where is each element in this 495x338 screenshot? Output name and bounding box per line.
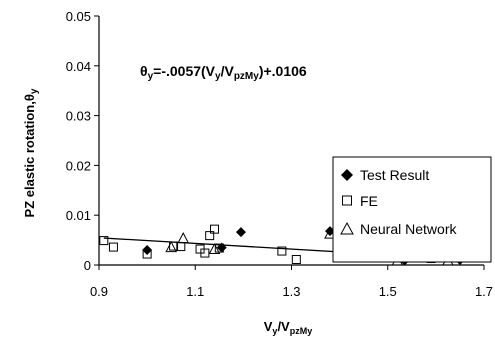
x-tick-label: 0.9	[90, 284, 108, 299]
legend-label: Test Result	[360, 167, 429, 183]
fe-point	[291, 255, 301, 265]
fe-point	[200, 248, 210, 258]
neural-network-point	[208, 242, 221, 255]
fe-point	[205, 231, 215, 241]
y-tick-label: 0.05	[66, 9, 91, 24]
fe-point	[99, 236, 109, 246]
x-tick-label: 1.1	[186, 284, 204, 299]
legend-diamond-icon	[341, 169, 353, 181]
x-axis-title: Vy/VpzMy	[264, 319, 312, 336]
test-result-point	[235, 227, 246, 238]
trendline-equation: θy=-.0057(Vy/VpzMy)+.0106	[140, 63, 307, 82]
legend-triangle-icon	[340, 221, 354, 235]
legend-item-fe: FE	[342, 193, 378, 209]
y-tick-label: 0.03	[66, 109, 91, 124]
y-axis-ticks: 0 0.01 0.02 0.03 0.04 0.05	[66, 9, 99, 273]
y-tick-label: 0	[84, 258, 91, 273]
fe-point	[142, 249, 152, 259]
legend-label: Neural Network	[360, 221, 457, 237]
x-tick-label: 1.3	[282, 284, 300, 299]
legend-item-neural-network: Neural Network	[340, 221, 457, 237]
test-result-point	[216, 242, 227, 253]
y-tick-label: 0.04	[66, 59, 91, 74]
legend-square-icon	[342, 195, 352, 206]
legend-box	[332, 156, 492, 263]
fe-point	[277, 246, 287, 256]
fe-point	[214, 243, 224, 253]
legend-item-test-result: Test Result	[341, 167, 429, 183]
y-tick-label: 0.02	[66, 158, 91, 173]
x-axis-ticks: 0.9 1.1 1.3 1.5 1.7	[90, 265, 493, 299]
neural-network-point	[177, 232, 190, 244]
plot-area: 0 0.01 0.02 0.03 0.04 0.05 0.9 1.1 1.3 1.5 1.7	[66, 9, 493, 299]
neural-network-point	[165, 240, 178, 253]
y-axis-title: PZ elastic rotation,θy	[22, 88, 40, 217]
legend-label: FE	[360, 193, 378, 209]
fe-point	[108, 242, 118, 252]
y-tick-label: 0.01	[66, 208, 91, 223]
fe-point	[210, 224, 219, 234]
legend: Test Result FE Neural Network	[332, 156, 492, 263]
x-tick-label: 1.5	[379, 284, 397, 299]
x-tick-label: 1.7	[475, 284, 493, 299]
